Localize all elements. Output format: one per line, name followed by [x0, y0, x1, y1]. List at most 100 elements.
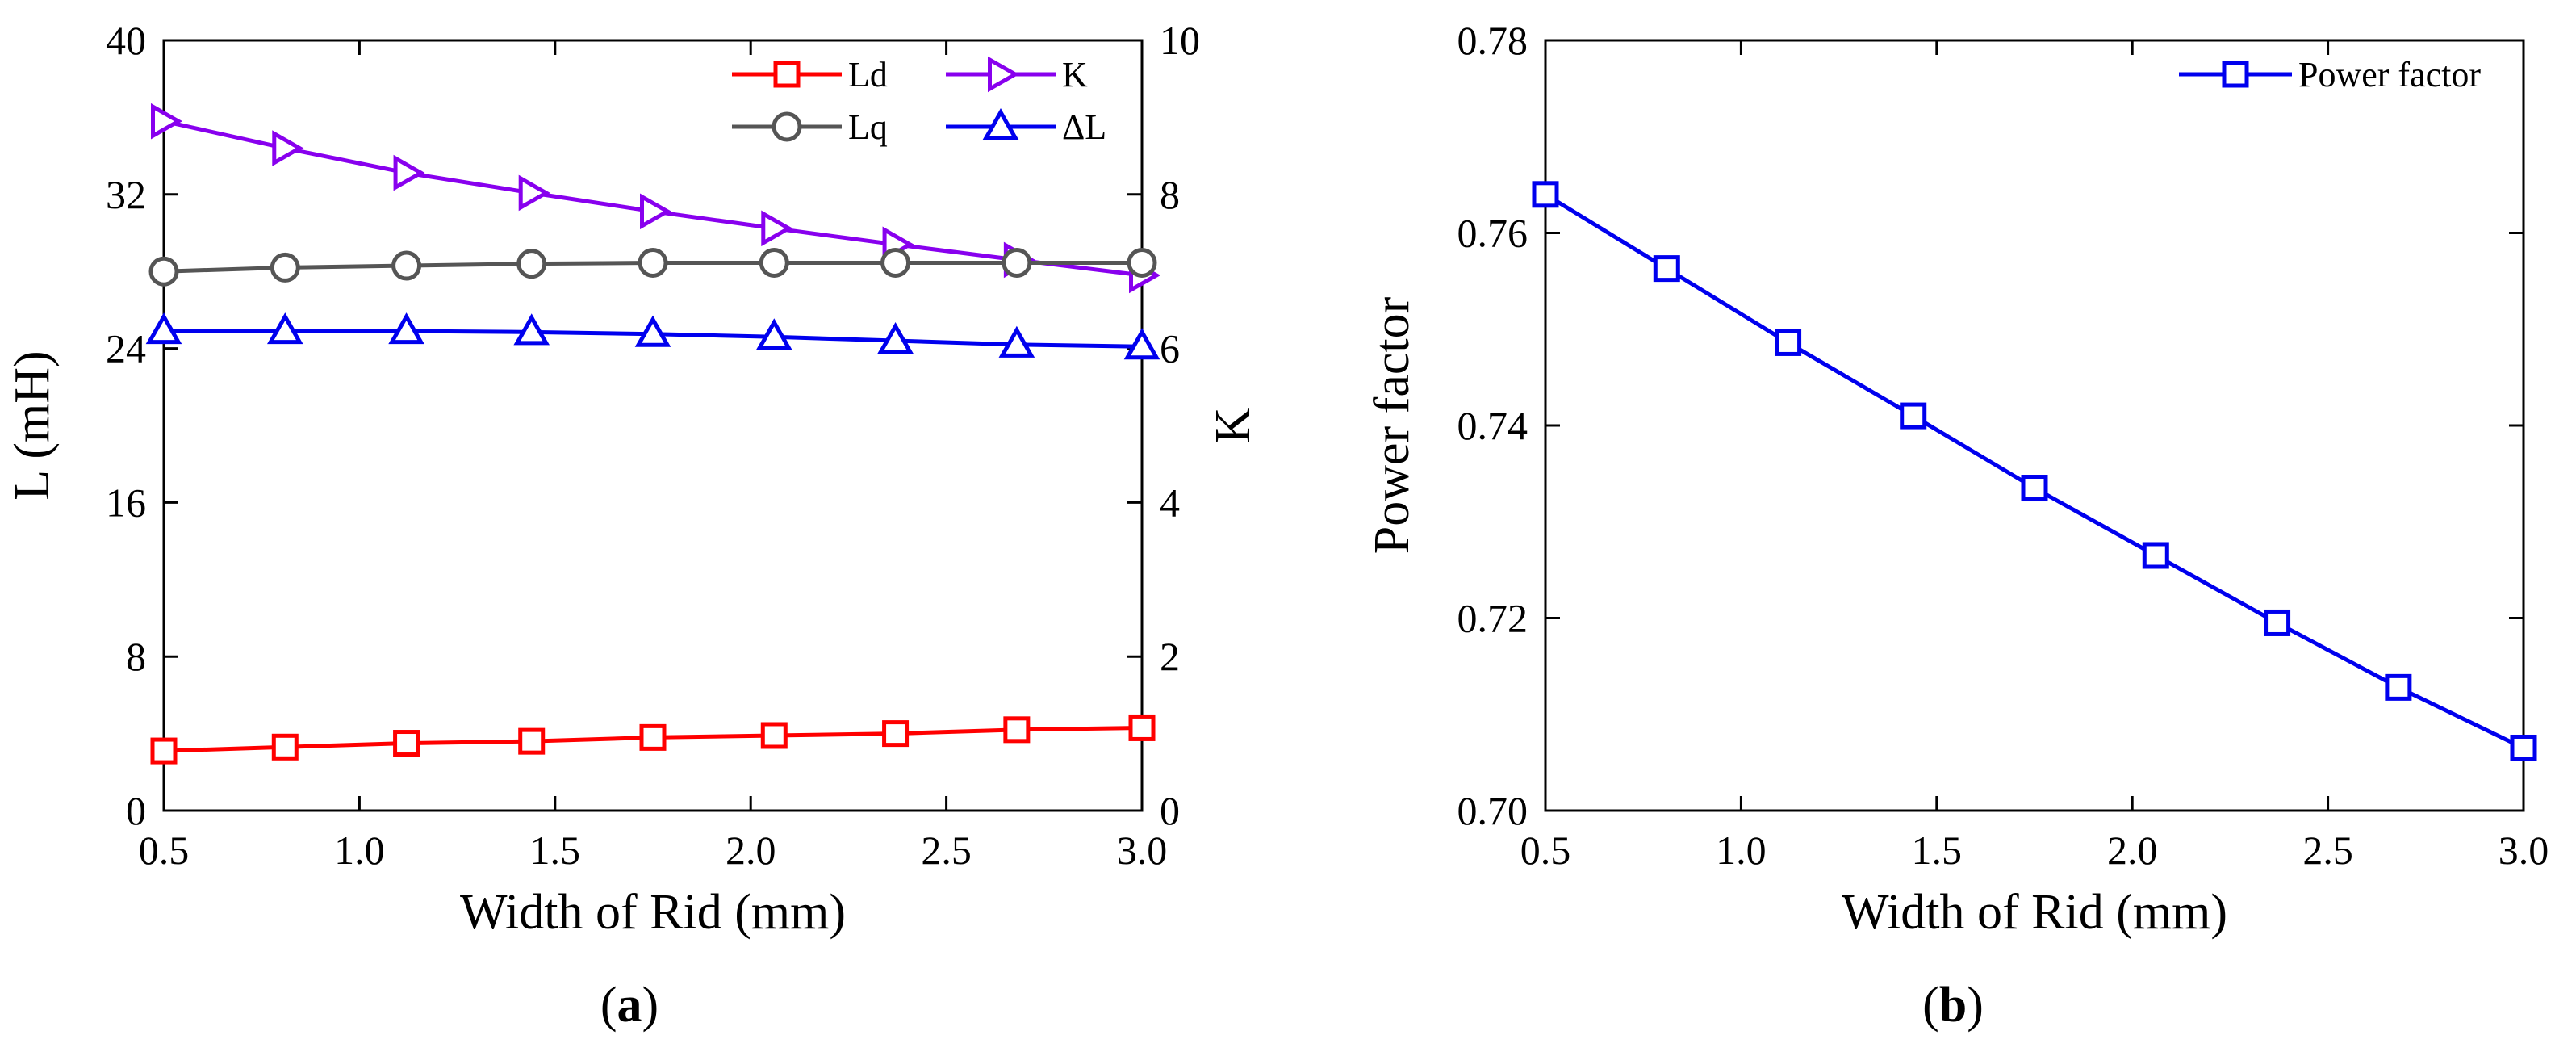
- legend-label: K: [1062, 55, 1088, 94]
- data-point: [2142, 542, 2169, 569]
- data-point: [1002, 247, 1032, 278]
- x-tick-label: 3.0: [1117, 828, 1168, 873]
- y-right-tick-label: 10: [1160, 18, 1200, 63]
- y-tick-label: 0.72: [1457, 596, 1528, 641]
- series-Lq: [148, 247, 1157, 287]
- data-point: [1775, 329, 1802, 356]
- panel-label: (b): [1922, 978, 1984, 1033]
- legend-marker: [773, 61, 801, 88]
- series-Power factor: [1532, 181, 2537, 761]
- x-tick-label: 1.5: [1912, 828, 1963, 873]
- data-point: [272, 130, 304, 166]
- data-point: [2510, 734, 2537, 761]
- y-right-tick-label: 0: [1160, 788, 1180, 833]
- y-right-axis-label: K: [1206, 407, 1261, 443]
- x-tick-label: 0.5: [139, 828, 190, 873]
- data-point: [393, 154, 425, 191]
- legend-label: Lq: [848, 107, 888, 147]
- x-tick-label: 3.0: [2499, 828, 2549, 873]
- x-tick-label: 2.0: [2107, 828, 2158, 873]
- data-point: [1127, 247, 1157, 278]
- data-point: [755, 318, 792, 350]
- data-point: [760, 722, 788, 749]
- y-tick-label: 0.70: [1457, 788, 1528, 833]
- legend-item: ΔL: [946, 107, 1106, 147]
- panel-label-open: (: [1922, 978, 1939, 1033]
- data-point: [393, 730, 420, 757]
- data-point: [634, 315, 671, 347]
- data-point: [388, 312, 424, 345]
- data-point: [271, 733, 299, 761]
- panel-label-open: (: [600, 978, 617, 1033]
- y-tick-label: 24: [106, 326, 146, 371]
- legend-marker: [772, 111, 802, 142]
- legend-marker: [982, 107, 1019, 140]
- data-point: [513, 313, 550, 346]
- panel-label: (a): [600, 978, 659, 1033]
- x-tick-label: 1.0: [1716, 828, 1767, 873]
- data-point: [1532, 181, 1559, 208]
- data-point: [1128, 714, 1156, 741]
- panel-label-letter: b: [1939, 978, 1967, 1033]
- data-point: [1900, 402, 1927, 430]
- x-tick-label: 1.5: [530, 828, 581, 873]
- x-tick-label: 2.0: [726, 828, 776, 873]
- y-right-tick-label: 4: [1160, 480, 1180, 525]
- y-tick-label: 40: [106, 18, 146, 63]
- data-point: [998, 325, 1035, 358]
- data-point: [518, 174, 550, 212]
- legend: Power factor: [2179, 55, 2481, 94]
- data-point: [880, 247, 911, 278]
- chart-panel-b: 0.5 1.0 1.5 2.0 2.5 3.0 0.70 0.72 0.74 0.76 0.78 Wi…: [1365, 18, 2549, 1033]
- y-right-tick-label: 8: [1160, 172, 1180, 217]
- series-Ld: [150, 714, 1156, 765]
- legend-item: Ld: [732, 55, 888, 94]
- legend-item: Power factor: [2179, 55, 2481, 94]
- plot-frame: [1544, 39, 2525, 812]
- x-tick-label: 2.5: [921, 828, 972, 873]
- y-tick-label: 0.74: [1457, 403, 1528, 448]
- y-axis-label: L (mH): [5, 350, 60, 500]
- data-point: [270, 252, 300, 283]
- data-point: [516, 249, 547, 279]
- data-point: [151, 103, 183, 140]
- data-point: [759, 247, 789, 278]
- data-point: [518, 727, 546, 755]
- legend-label: ΔL: [1062, 107, 1106, 147]
- data-point: [145, 312, 182, 345]
- series-ΔL: [145, 312, 1160, 360]
- x-axis-label: Width of Rid (mm): [1842, 885, 2227, 940]
- data-point: [882, 720, 910, 748]
- data-point: [877, 322, 914, 354]
- y-right-tick-label: 2: [1160, 634, 1180, 679]
- legend-label: Ld: [848, 55, 888, 94]
- y-axis-label: Power factor: [1365, 296, 1420, 554]
- data-point: [2385, 673, 2412, 701]
- legend-item: K: [946, 55, 1088, 94]
- data-point: [391, 250, 422, 281]
- legend-label: Power factor: [2298, 55, 2481, 94]
- chart-panel-a: 0.5 1.0 1.5 2.0 2.5 3.008162432400246810Width…: [5, 18, 1261, 1033]
- legend-marker: [988, 56, 1020, 93]
- y-tick-label: 0.76: [1457, 211, 1528, 256]
- x-axis-label: Width of Rid (mm): [460, 885, 846, 940]
- y-tick-label: 8: [126, 634, 146, 679]
- data-point: [1653, 255, 1680, 283]
- data-point: [266, 312, 303, 345]
- data-point: [640, 193, 672, 230]
- panel-label-letter: a: [617, 978, 642, 1033]
- y-tick-label: 32: [106, 172, 146, 217]
- plot-frame: [162, 39, 1144, 812]
- y-right-tick-label: 6: [1160, 326, 1180, 371]
- data-point: [2021, 475, 2048, 502]
- panel-label-close: ): [642, 978, 659, 1033]
- data-point: [150, 737, 178, 765]
- data-point: [638, 247, 668, 278]
- panel-label-close: ): [1967, 978, 1984, 1033]
- series-line: [1544, 192, 2525, 750]
- x-tick-label: 2.5: [2302, 828, 2353, 873]
- legend: Ld K Lq ΔL: [732, 55, 1106, 147]
- y-tick-label: 16: [106, 480, 146, 525]
- y-tick-label: 0.78: [1457, 18, 1528, 63]
